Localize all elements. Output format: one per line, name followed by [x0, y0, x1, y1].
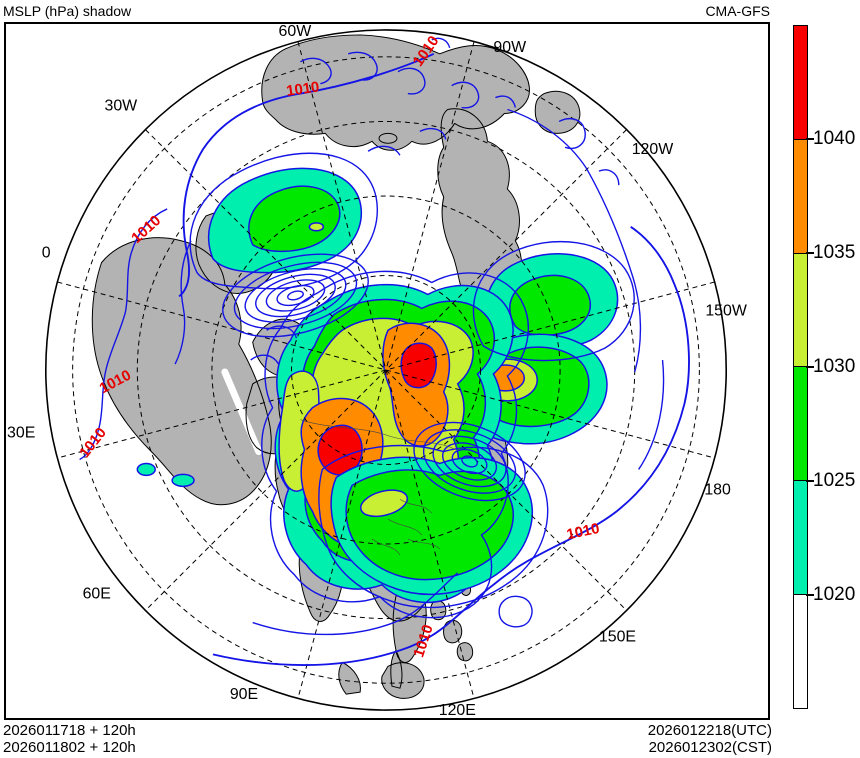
- colorbar-segment-1020: [794, 481, 807, 596]
- colorbar-segment-1035: [794, 139, 807, 254]
- colorbar-tickmark: [806, 138, 814, 140]
- projection-boundary: [44, 29, 728, 711]
- model-name: CMA-GFS: [705, 3, 770, 19]
- isobar-label-1010: 1010: [565, 521, 601, 544]
- colorbar-segment-1025: [794, 367, 807, 482]
- colorbar-segment-1040plus: [794, 26, 807, 140]
- meridian-label-150w: 150W: [705, 302, 747, 319]
- meridian-label-60e: 60E: [83, 586, 111, 603]
- meridian-label-group: 60W 90W 30W 120W 0 150W 30E 180 60E 150E…: [7, 24, 747, 718]
- meridian-label-180: 180: [704, 481, 731, 498]
- pacific-low: [413, 421, 526, 502]
- isobar-label-1010: 1010: [285, 79, 320, 99]
- colorbar-tick-1035: 1035: [813, 242, 856, 263]
- colorbar-tick-1040: 1040: [813, 128, 856, 149]
- colorbar-tickmark: [806, 594, 814, 596]
- pressure-map: 1010 1010 1010 1010 1010 1010 1010 60W 9…: [7, 24, 747, 718]
- colorbar-tick-1030: 1030: [813, 356, 856, 377]
- meridian-label-0: 0: [42, 245, 51, 262]
- valid-time-utc: 2026012218(UTC): [647, 722, 772, 739]
- meridian-label-90e: 90E: [230, 686, 258, 703]
- land-group: [91, 34, 581, 699]
- colorbar-tickmark: [806, 480, 814, 482]
- map-interior: 1010 1010 1010 1010 1010 1010 1010: [45, 29, 727, 711]
- red-sea-channel: [221, 368, 263, 456]
- init-time-1: 2026011718 + 120h: [3, 722, 136, 739]
- meridian-label-120e: 120E: [439, 702, 476, 718]
- meridian-label-90w: 90W: [493, 39, 526, 56]
- meridian-label-30w: 30W: [104, 98, 137, 115]
- colorbar-tick-1020: 1020: [813, 584, 856, 605]
- colorbar-segment-1030: [794, 253, 807, 368]
- meridian-label-150e: 150E: [599, 628, 636, 645]
- meridian-label-60w: 60W: [279, 24, 312, 40]
- valid-time-cst: 2026012302(CST): [648, 739, 772, 756]
- colorbar-tickmark: [806, 252, 814, 254]
- chart-title: MSLP (hPa) shadow: [3, 3, 132, 19]
- meridian-label-30e: 30E: [7, 425, 35, 442]
- nordic-low: [222, 253, 369, 338]
- colorbar-tick-1025: 1025: [813, 470, 856, 491]
- isobar-group: [79, 37, 690, 666]
- colorbar-segment-below1020: [794, 595, 807, 708]
- colorbar-tickmark: [806, 366, 814, 368]
- graticule: [57, 41, 715, 699]
- init-time-2: 2026011802 + 120h: [3, 739, 136, 756]
- pressure-fill-group: [136, 167, 619, 604]
- map-frame: 1010 1010 1010 1010 1010 1010 1010 60W 9…: [4, 22, 770, 720]
- meridian-label-120w: 120W: [632, 141, 674, 158]
